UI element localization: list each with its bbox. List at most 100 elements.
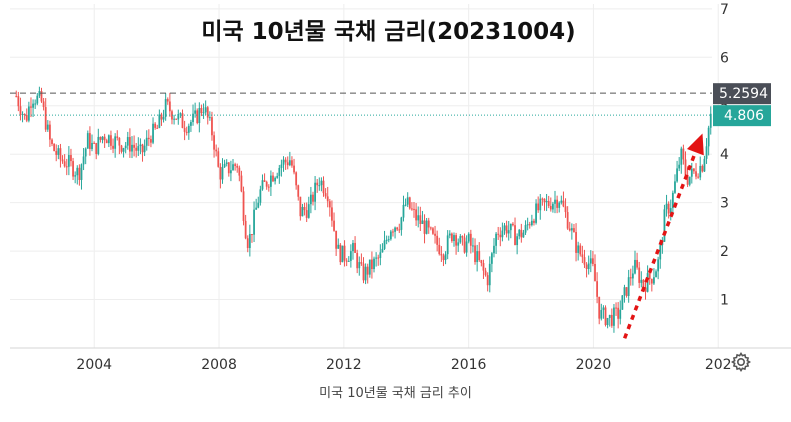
candle-body xyxy=(638,267,641,283)
candle-body xyxy=(402,204,405,218)
candle-body xyxy=(84,148,87,157)
candle-body xyxy=(560,200,563,203)
candle-body xyxy=(337,244,340,249)
candle-body xyxy=(293,165,295,173)
candle-body xyxy=(558,202,561,208)
candle-body xyxy=(70,155,72,162)
candle-body xyxy=(520,229,523,238)
candle-body xyxy=(126,137,129,146)
candle-body xyxy=(469,233,472,246)
candle-body xyxy=(320,180,323,186)
x-tick-label: 202 xyxy=(705,357,732,373)
candle-body xyxy=(684,159,687,175)
candle-body xyxy=(49,124,51,140)
candle-body xyxy=(497,233,500,235)
candle-body xyxy=(181,113,184,128)
candle-body xyxy=(322,180,325,194)
candle-body xyxy=(166,99,169,102)
candle-body xyxy=(183,127,186,132)
candle-body xyxy=(541,198,544,200)
candle-body xyxy=(265,181,268,187)
candle-body xyxy=(219,166,222,180)
candle-body xyxy=(23,114,26,116)
candle-body xyxy=(659,245,662,260)
candle-body xyxy=(248,234,251,249)
candle-body xyxy=(570,228,573,231)
candle-body xyxy=(516,236,519,246)
candle-body xyxy=(539,198,542,211)
candle-body xyxy=(621,295,624,310)
candle-body xyxy=(295,172,298,186)
candle-body xyxy=(175,118,178,120)
candle-body xyxy=(606,318,609,326)
candle-body xyxy=(455,235,457,246)
candle-body xyxy=(240,175,243,192)
candle-body xyxy=(147,137,150,140)
candle-body xyxy=(610,314,613,326)
gear-icon[interactable] xyxy=(729,350,753,374)
candle-body xyxy=(379,252,382,258)
candle-body xyxy=(164,99,167,117)
candle-body xyxy=(440,253,443,256)
candle-body xyxy=(648,273,651,280)
candle-body xyxy=(549,205,552,210)
candle-body xyxy=(394,227,396,232)
candle-body xyxy=(650,279,653,284)
candle-body xyxy=(44,107,47,130)
candle-body xyxy=(404,204,407,206)
candle-body xyxy=(179,113,182,115)
y-tick-label: 4 xyxy=(720,147,729,163)
candle-body xyxy=(30,106,32,108)
y-tick-label: 7 xyxy=(720,2,729,18)
candle-body xyxy=(398,229,401,231)
candle-body xyxy=(253,209,255,235)
candle-body xyxy=(57,148,60,155)
candle-body xyxy=(653,277,655,284)
candle-body xyxy=(476,251,479,263)
candle-body xyxy=(427,220,430,228)
candle-body xyxy=(110,135,112,146)
y-tick-label: 3 xyxy=(720,196,729,212)
candle-body xyxy=(591,258,594,264)
candle-body xyxy=(446,235,449,255)
candle-body xyxy=(413,208,415,210)
candle-body xyxy=(343,245,346,261)
candle-body xyxy=(354,242,356,253)
reference-label: 5.2594 xyxy=(719,86,768,102)
candle-body xyxy=(371,259,373,270)
candle-body xyxy=(444,254,447,261)
candle-body xyxy=(432,228,434,234)
candle-body xyxy=(278,167,281,176)
candle-body xyxy=(701,165,704,172)
candle-body xyxy=(695,171,697,177)
candle-body xyxy=(246,238,249,249)
candle-body xyxy=(486,275,489,286)
candle-body xyxy=(272,175,274,182)
x-tick-label: 2016 xyxy=(451,357,487,373)
candle-body xyxy=(269,175,272,187)
candle-body xyxy=(518,229,521,237)
candle-body xyxy=(472,245,474,247)
candle-body xyxy=(345,260,348,262)
candle-body xyxy=(568,228,571,231)
candle-body xyxy=(202,112,205,114)
candle-body xyxy=(51,139,53,144)
candle-body xyxy=(162,116,165,120)
candle-body xyxy=(46,124,49,130)
candle-body xyxy=(373,258,375,270)
candle-body xyxy=(211,117,213,136)
candle-body xyxy=(312,194,314,202)
candle-body xyxy=(528,224,531,226)
candle-body xyxy=(383,240,386,249)
candle-body xyxy=(152,123,154,143)
candle-body xyxy=(259,189,262,203)
candle-body xyxy=(103,136,106,141)
candle-body xyxy=(32,103,34,108)
candle-body xyxy=(217,151,220,167)
candle-body xyxy=(208,117,211,119)
candle-body xyxy=(678,164,681,169)
candle-body xyxy=(324,193,327,197)
candle-body xyxy=(97,136,100,154)
candle-body xyxy=(356,252,359,269)
candle-body xyxy=(223,164,226,168)
